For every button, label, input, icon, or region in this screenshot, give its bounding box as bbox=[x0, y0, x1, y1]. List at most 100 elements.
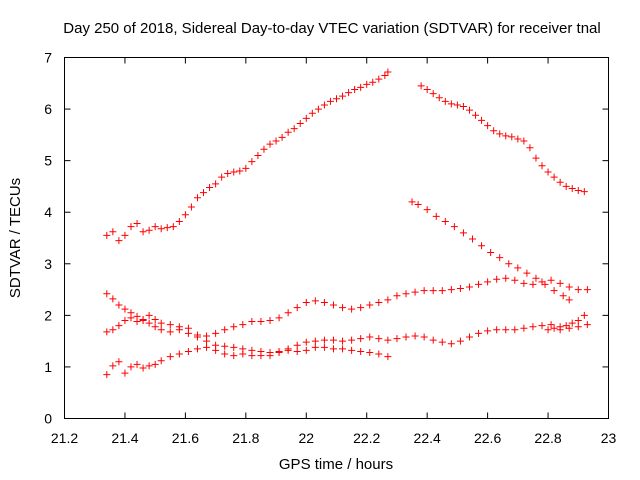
data-point bbox=[181, 211, 189, 219]
data-point bbox=[429, 336, 437, 344]
data-point bbox=[556, 279, 564, 287]
data-point bbox=[212, 180, 220, 188]
data-point bbox=[145, 319, 153, 327]
data-point bbox=[293, 347, 301, 355]
series-4 bbox=[103, 274, 591, 340]
x-tick-label: 21.2 bbox=[51, 430, 78, 446]
data-point bbox=[432, 212, 440, 220]
data-point bbox=[511, 326, 519, 334]
data-point bbox=[239, 350, 247, 358]
data-point bbox=[230, 323, 238, 331]
data-point bbox=[366, 348, 374, 356]
data-point bbox=[465, 283, 473, 291]
data-point bbox=[187, 203, 195, 211]
data-point bbox=[375, 75, 383, 83]
data-point bbox=[348, 305, 356, 313]
data-point bbox=[157, 357, 165, 365]
axis-ticks bbox=[64, 57, 609, 419]
data-point bbox=[302, 114, 310, 122]
data-point bbox=[447, 340, 455, 348]
data-point bbox=[414, 200, 422, 208]
data-point bbox=[484, 327, 492, 335]
data-point bbox=[109, 228, 117, 236]
data-point bbox=[311, 343, 319, 351]
data-point bbox=[472, 111, 480, 119]
data-point bbox=[559, 292, 567, 300]
data-point bbox=[487, 248, 495, 256]
data-point bbox=[206, 183, 214, 191]
data-point bbox=[272, 137, 280, 145]
data-point bbox=[429, 90, 437, 98]
series-1 bbox=[103, 68, 392, 245]
data-point bbox=[583, 286, 591, 294]
data-point bbox=[568, 184, 576, 192]
data-point bbox=[453, 101, 461, 109]
data-point bbox=[538, 162, 546, 170]
plot-frame bbox=[64, 57, 609, 419]
data-point bbox=[423, 85, 431, 93]
data-point bbox=[478, 242, 486, 250]
data-point bbox=[218, 173, 226, 181]
data-point bbox=[357, 347, 365, 355]
data-point bbox=[574, 286, 582, 294]
data-point bbox=[393, 335, 401, 343]
data-point bbox=[514, 135, 522, 143]
data-point bbox=[538, 322, 546, 330]
data-point bbox=[502, 326, 510, 334]
y-tick-label: 6 bbox=[44, 101, 52, 117]
data-point bbox=[127, 363, 135, 371]
data-point bbox=[103, 328, 111, 336]
x-tick-label: 21.4 bbox=[111, 430, 138, 446]
data-point bbox=[459, 102, 467, 110]
data-point bbox=[366, 333, 374, 341]
data-point bbox=[402, 333, 410, 341]
x-tick-label: 22.8 bbox=[534, 430, 561, 446]
data-point bbox=[175, 217, 183, 225]
y-tick-labels: 0 1 2 3 4 5 6 7 bbox=[44, 50, 52, 427]
data-point bbox=[384, 68, 392, 76]
data-point bbox=[254, 151, 262, 159]
data-point bbox=[339, 304, 347, 312]
data-point bbox=[420, 333, 428, 341]
data-point bbox=[357, 83, 365, 91]
data-point bbox=[166, 321, 174, 329]
data-point bbox=[574, 187, 582, 195]
data-point bbox=[200, 189, 208, 197]
data-point bbox=[505, 260, 513, 268]
data-point bbox=[568, 319, 576, 327]
data-point bbox=[293, 341, 301, 349]
y-tick-label: 0 bbox=[44, 411, 52, 427]
data-point bbox=[447, 100, 455, 108]
data-point bbox=[333, 95, 340, 103]
data-point bbox=[151, 315, 159, 323]
data-point bbox=[465, 106, 473, 114]
data-point bbox=[248, 318, 256, 326]
data-point bbox=[366, 301, 374, 309]
data-point bbox=[230, 343, 238, 351]
data-point bbox=[435, 94, 443, 102]
data-point bbox=[496, 254, 504, 262]
data-point bbox=[284, 346, 292, 354]
y-tick-label: 5 bbox=[44, 153, 52, 169]
data-point bbox=[151, 323, 159, 331]
data-point bbox=[544, 168, 552, 176]
data-point bbox=[351, 85, 359, 93]
data-point bbox=[339, 92, 347, 100]
x-tick-label: 22 bbox=[298, 430, 314, 446]
data-point bbox=[384, 336, 392, 344]
data-point bbox=[290, 125, 298, 133]
data-point bbox=[221, 326, 229, 334]
data-point bbox=[151, 360, 159, 368]
data-point bbox=[308, 109, 316, 117]
data-point bbox=[363, 80, 371, 88]
data-point bbox=[375, 298, 383, 306]
data-point bbox=[375, 335, 383, 343]
data-point bbox=[193, 333, 201, 341]
data-point bbox=[121, 305, 129, 313]
data-point bbox=[139, 364, 147, 372]
data-point bbox=[109, 326, 117, 334]
data-point bbox=[381, 72, 389, 80]
data-point bbox=[169, 223, 177, 231]
data-point bbox=[115, 237, 123, 245]
series-5 bbox=[103, 314, 591, 356]
